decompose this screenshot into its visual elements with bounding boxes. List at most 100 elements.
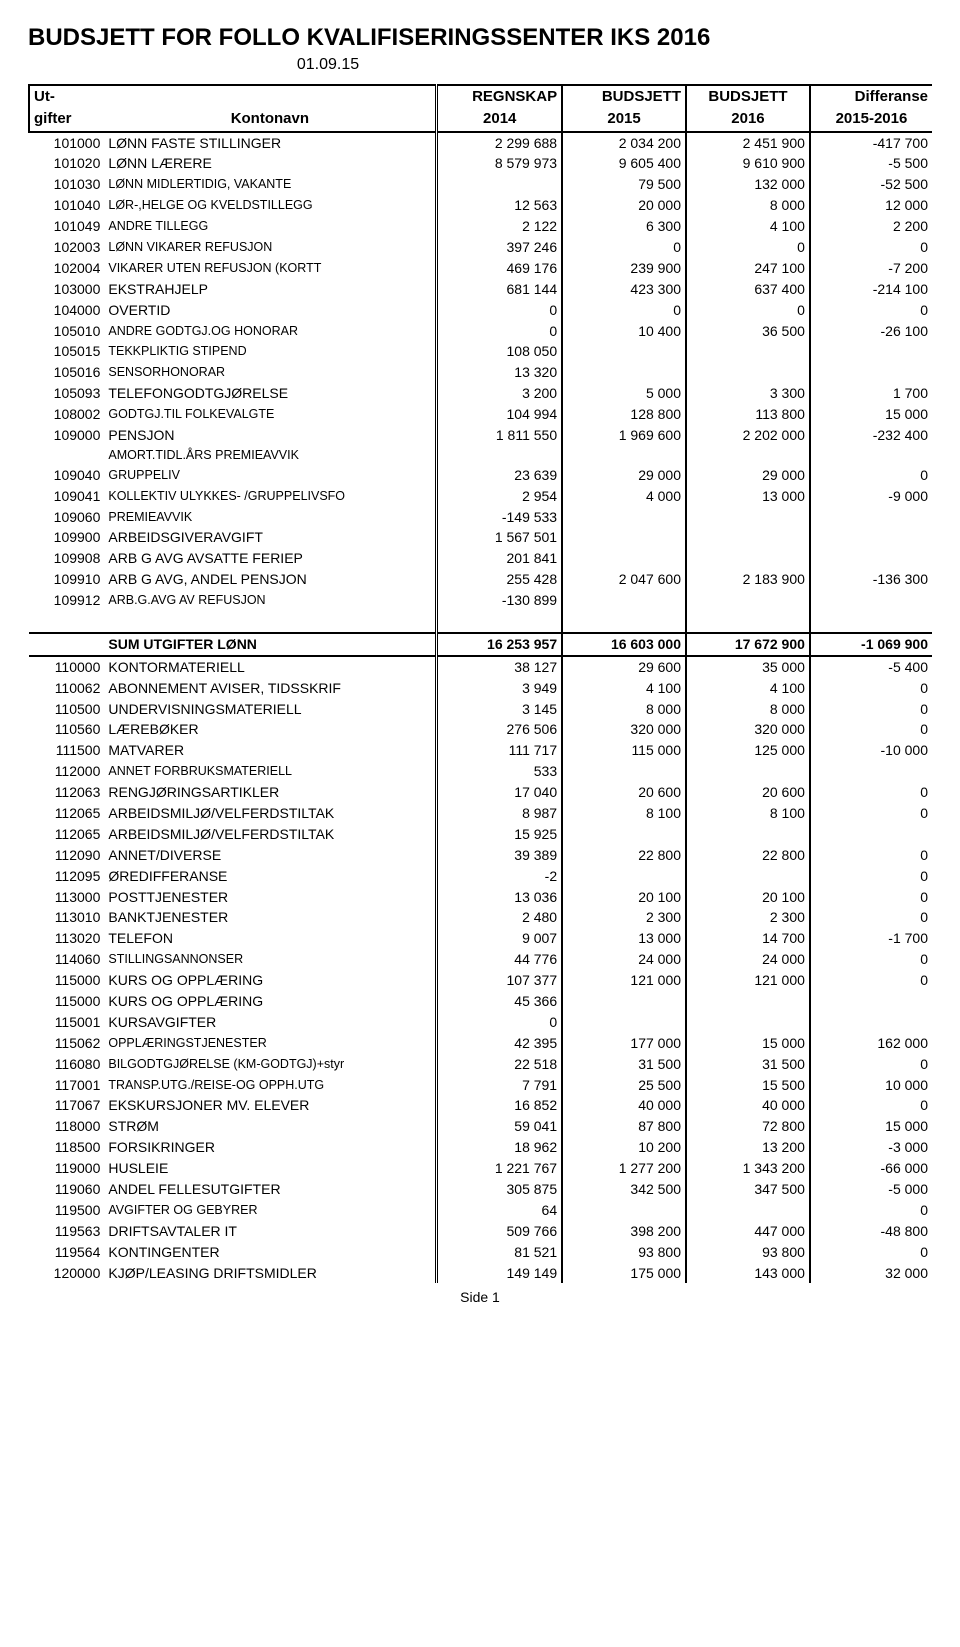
cell-b2015 — [562, 824, 686, 845]
page-title: BUDSJETT FOR FOLLO KVALIFISERINGSSENTER … — [28, 24, 932, 52]
cell-regnskap: 2 480 — [437, 907, 562, 928]
cell-regnskap: 59 041 — [437, 1116, 562, 1137]
cell-b2016: 121 000 — [686, 970, 810, 991]
page-footer: Side 1 — [28, 1289, 932, 1305]
table-row: 110560LÆREBØKER276 506320 000320 0000 — [29, 719, 932, 740]
cell-name: GODTGJ.TIL FOLKEVALGTE — [104, 404, 436, 425]
cell-code: 115001 — [29, 1012, 104, 1033]
cell-code: 113010 — [29, 907, 104, 928]
cell-b2015: 175 000 — [562, 1263, 686, 1284]
cell-b2016: 8 100 — [686, 803, 810, 824]
table-row: 112065ARBEIDSMILJØ/VELFERDSTILTAK8 9878 … — [29, 803, 932, 824]
cell-regnskap: 255 428 — [437, 569, 562, 590]
document-date: 01.09.15 — [28, 56, 628, 74]
cell-b2015 — [562, 507, 686, 528]
cell-diff: -232 400 — [810, 425, 932, 446]
cell-name: PREMIEAVVIK — [104, 507, 436, 528]
cell-diff: 12 000 — [810, 195, 932, 216]
cell-b2015: 9 605 400 — [562, 153, 686, 174]
table-row: 119500AVGIFTER OG GEBYRER640 — [29, 1200, 932, 1221]
cell-b2015: 16 603 000 — [562, 633, 686, 656]
cell-b2016: 113 800 — [686, 404, 810, 425]
cell-name: DRIFTSAVTALER IT — [104, 1221, 436, 1242]
cell-diff: 1 700 — [810, 383, 932, 404]
cell-b2016: 9 610 900 — [686, 153, 810, 174]
cell-regnskap: 64 — [437, 1200, 562, 1221]
cell-regnskap: 81 521 — [437, 1242, 562, 1263]
cell-regnskap — [437, 446, 562, 465]
cell-regnskap: 3 949 — [437, 678, 562, 699]
cell-diff: 0 — [810, 887, 932, 908]
cell-code: 105016 — [29, 362, 104, 383]
cell-b2015: 0 — [562, 300, 686, 321]
cell-b2016: 8 000 — [686, 195, 810, 216]
cell-regnskap: 22 518 — [437, 1054, 562, 1075]
cell-code: 117067 — [29, 1095, 104, 1116]
table-row: 103000EKSTRAHJELP681 144423 300637 400-2… — [29, 279, 932, 300]
cell-name: KONTINGENTER — [104, 1242, 436, 1263]
cell-b2016: 36 500 — [686, 321, 810, 342]
cell-name: STRØM — [104, 1116, 436, 1137]
cell-diff: -7 200 — [810, 258, 932, 279]
cell-diff: -5 500 — [810, 153, 932, 174]
cell-name: KURS OG OPPLÆRING — [104, 970, 436, 991]
cell-name: LØNN LÆRERE — [104, 153, 436, 174]
cell-b2015 — [562, 866, 686, 887]
cell-b2015: 31 500 — [562, 1054, 686, 1075]
cell-name: LØNN MIDLERTIDIG, VAKANTE — [104, 174, 436, 195]
cell-b2015: 177 000 — [562, 1033, 686, 1054]
cell-b2015: 87 800 — [562, 1116, 686, 1137]
hdr-2016: 2016 — [686, 108, 810, 131]
cell-name: KURS OG OPPLÆRING — [104, 991, 436, 1012]
cell-code: 101020 — [29, 153, 104, 174]
spacer-row — [29, 611, 932, 633]
cell-diff: 0 — [810, 782, 932, 803]
cell-name: LØNN FASTE STILLINGER — [104, 132, 436, 154]
cell-name: ANDRE GODTGJ.OG HONORAR — [104, 321, 436, 342]
cell-regnskap — [437, 174, 562, 195]
cell-b2016: 125 000 — [686, 740, 810, 761]
cell-b2015 — [562, 341, 686, 362]
table-row: 109060PREMIEAVVIK-149 533 — [29, 507, 932, 528]
cell-diff — [810, 991, 932, 1012]
cell-regnskap: 0 — [437, 321, 562, 342]
cell-name: ANNET/DIVERSE — [104, 845, 436, 866]
cell-name: VIKARER UTEN REFUSJON (KORTT — [104, 258, 436, 279]
cell-code: 119060 — [29, 1179, 104, 1200]
cell-code: 110500 — [29, 699, 104, 720]
cell-regnskap: 305 875 — [437, 1179, 562, 1200]
cell-name: LØR-,HELGE OG KVELDSTILLEGG — [104, 195, 436, 216]
table-row: 115001KURSAVGIFTER0 — [29, 1012, 932, 1033]
table-row: 105016SENSORHONORAR13 320 — [29, 362, 932, 383]
cell-b2015: 0 — [562, 237, 686, 258]
cell-b2016: 2 183 900 — [686, 569, 810, 590]
cell-code: 109908 — [29, 548, 104, 569]
cell-regnskap: -149 533 — [437, 507, 562, 528]
cell-regnskap: 104 994 — [437, 404, 562, 425]
cell-diff: 15 000 — [810, 404, 932, 425]
cell-b2015: 423 300 — [562, 279, 686, 300]
cell-code: 115062 — [29, 1033, 104, 1054]
cell-diff: 0 — [810, 803, 932, 824]
cell-b2015: 115 000 — [562, 740, 686, 761]
cell-b2016: 4 100 — [686, 678, 810, 699]
cell-b2015: 2 047 600 — [562, 569, 686, 590]
cell-diff: 0 — [810, 237, 932, 258]
cell-code: 109000 — [29, 425, 104, 446]
cell-name: RENGJØRINGSARTIKLER — [104, 782, 436, 803]
cell-code: 109912 — [29, 590, 104, 611]
cell-regnskap: 681 144 — [437, 279, 562, 300]
cell-diff — [810, 507, 932, 528]
cell-b2016: 132 000 — [686, 174, 810, 195]
cell-regnskap: 2 954 — [437, 486, 562, 507]
hdr-kontonavn: Kontonavn — [104, 108, 436, 131]
cell-name: HUSLEIE — [104, 1158, 436, 1179]
cell-b2016 — [686, 991, 810, 1012]
cell-b2015 — [562, 761, 686, 782]
cell-diff: -1 700 — [810, 928, 932, 949]
cell-diff — [810, 824, 932, 845]
cell-regnskap: 0 — [437, 300, 562, 321]
table-row: 112095ØREDIFFERANSE-20 — [29, 866, 932, 887]
cell-b2016: 247 100 — [686, 258, 810, 279]
cell-b2016: 2 300 — [686, 907, 810, 928]
